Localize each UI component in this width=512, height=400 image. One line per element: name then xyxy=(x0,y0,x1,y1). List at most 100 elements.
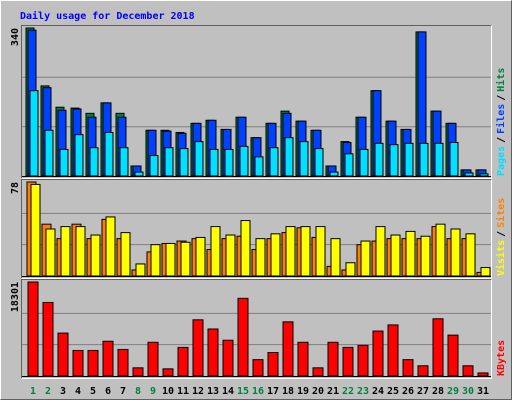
y-tick-label: 340 xyxy=(10,28,21,46)
bar xyxy=(284,137,294,177)
bar xyxy=(314,148,324,177)
bar xyxy=(432,318,444,377)
bar xyxy=(75,226,86,277)
bar xyxy=(105,216,116,277)
x-tick-label: 7 xyxy=(120,386,126,397)
bar xyxy=(60,226,71,277)
legend-entry: Sites xyxy=(495,198,507,228)
bar xyxy=(192,319,204,377)
bar xyxy=(330,238,341,277)
legend-entry: Pages xyxy=(496,146,507,176)
bar xyxy=(222,339,234,377)
x-tick-label: 10 xyxy=(162,386,174,397)
bar xyxy=(389,144,399,177)
bar xyxy=(345,262,356,277)
legend-separator: / xyxy=(496,137,507,143)
x-tick-label: 28 xyxy=(432,386,444,397)
bar xyxy=(285,226,296,277)
y-tick-label: 18301 xyxy=(10,282,21,312)
bar xyxy=(450,228,461,277)
bar xyxy=(119,147,129,177)
bar xyxy=(134,171,144,177)
bar xyxy=(405,230,416,277)
x-tick-label: 30 xyxy=(462,386,474,397)
bar xyxy=(390,234,401,277)
bar xyxy=(420,235,431,277)
bar xyxy=(462,365,474,377)
bar xyxy=(149,155,159,177)
bar xyxy=(387,324,399,377)
bar xyxy=(464,172,474,177)
chart-title: Daily usage for December 2018 xyxy=(20,10,195,22)
x-tick-label: 14 xyxy=(222,386,234,397)
legend-entry: Visits xyxy=(495,240,507,276)
x-tick-label: 13 xyxy=(207,386,219,397)
x-tick-label: 21 xyxy=(327,386,339,397)
bar xyxy=(57,332,69,377)
bar xyxy=(357,344,369,377)
bar xyxy=(237,297,249,377)
bar xyxy=(165,242,176,277)
bar xyxy=(120,232,131,277)
bar xyxy=(132,367,144,377)
bar xyxy=(104,131,114,177)
x-tick-label: 20 xyxy=(312,386,324,397)
bar xyxy=(312,367,324,377)
bar xyxy=(239,145,249,177)
bar xyxy=(419,142,429,177)
x-tick-label: 26 xyxy=(402,386,414,397)
bar xyxy=(30,183,41,277)
x-tick-label: 1 xyxy=(30,386,36,397)
bar xyxy=(404,142,414,177)
bar xyxy=(359,148,369,177)
bar xyxy=(177,346,189,377)
bar xyxy=(42,301,54,377)
bar xyxy=(477,372,489,377)
x-tick-label: 24 xyxy=(372,386,384,397)
x-tick-label: 27 xyxy=(417,386,429,397)
panel-bevel xyxy=(21,25,492,179)
legend-entry: KBytes xyxy=(496,340,507,376)
bar xyxy=(255,238,266,277)
x-tick-label: 15 xyxy=(237,386,249,397)
bar xyxy=(44,129,54,177)
bar xyxy=(299,141,309,177)
bar xyxy=(282,321,294,377)
bar xyxy=(417,365,429,377)
bar xyxy=(150,244,161,277)
x-tick-label: 25 xyxy=(387,386,399,397)
bar xyxy=(207,328,219,377)
x-tick-label: 22 xyxy=(342,386,354,397)
legend: KBytes xyxy=(496,340,507,376)
bar xyxy=(434,142,444,177)
bar xyxy=(162,368,174,377)
panel-bevel xyxy=(21,279,492,379)
bar xyxy=(135,263,146,277)
bar xyxy=(252,359,264,377)
bar xyxy=(89,147,99,177)
bar xyxy=(72,349,84,377)
x-tick-label: 4 xyxy=(75,386,81,397)
bar xyxy=(164,147,174,177)
bar xyxy=(329,171,339,177)
bar xyxy=(45,228,56,277)
bar xyxy=(224,148,234,177)
x-tick-label: 5 xyxy=(90,386,96,397)
bar xyxy=(372,330,384,377)
x-tick-label: 29 xyxy=(447,386,459,397)
bar xyxy=(297,341,309,377)
bar xyxy=(59,148,69,177)
x-tick-label: 31 xyxy=(477,386,489,397)
x-tick-label: 18 xyxy=(282,386,294,397)
bar xyxy=(180,241,191,277)
bar xyxy=(29,90,39,177)
bar xyxy=(267,352,279,377)
x-tick-label: 16 xyxy=(252,386,264,397)
bar xyxy=(87,349,99,377)
y-tick-label: 78 xyxy=(10,182,21,194)
x-tick-label: 8 xyxy=(135,386,141,397)
panel-bevel xyxy=(21,25,492,179)
x-tick-label: 23 xyxy=(357,386,369,397)
